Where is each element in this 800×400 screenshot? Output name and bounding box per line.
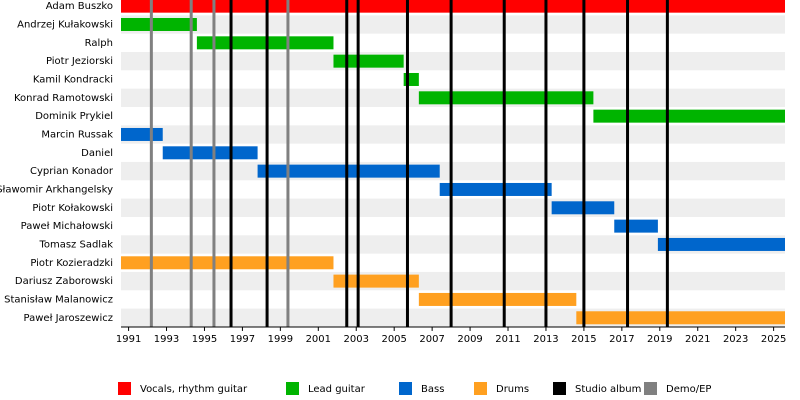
x-tick-label: 1993 xyxy=(154,334,179,345)
member-name: Ralph xyxy=(85,38,113,49)
legend-swatch xyxy=(286,382,299,395)
x-tick-label: 2013 xyxy=(533,334,558,345)
x-tick-label: 1995 xyxy=(192,334,217,345)
member-name: Piotr Kozieradzki xyxy=(30,258,113,269)
member-bar xyxy=(593,109,785,123)
row-band xyxy=(121,51,785,71)
member-bar xyxy=(121,256,334,270)
member-bar xyxy=(257,164,440,178)
legend-swatch xyxy=(553,382,566,395)
x-tick-label: 2007 xyxy=(419,334,444,345)
legend-label: Bass xyxy=(421,384,444,395)
legend-label: Lead guitar xyxy=(308,384,366,395)
legend-swatch xyxy=(644,382,657,395)
member-bar xyxy=(418,91,594,105)
legend-swatch xyxy=(118,382,131,395)
x-tick-label: 2025 xyxy=(761,334,786,345)
member-name: Piotr Kołakowski xyxy=(32,203,113,214)
x-tick-label: 1999 xyxy=(268,334,293,345)
row-band xyxy=(121,125,785,144)
member-name: Dominik Prykiel xyxy=(35,111,113,122)
member-bar xyxy=(576,311,785,325)
member-name: Stanisław Malanowicz xyxy=(4,294,113,305)
legend-swatch xyxy=(399,382,412,395)
member-bar xyxy=(162,146,258,160)
member-bar xyxy=(196,36,334,50)
row-band xyxy=(121,161,785,181)
member-name: Cyprian Konador xyxy=(30,166,114,177)
member-name: Adam Buszko xyxy=(46,1,113,12)
member-bar xyxy=(121,17,197,31)
x-tick-label: 2017 xyxy=(609,334,634,345)
x-tick-label: 2021 xyxy=(685,334,710,345)
x-tick-label: 2003 xyxy=(344,334,369,345)
member-name: Paweł Jaroszewicz xyxy=(24,313,113,324)
member-bar xyxy=(614,219,658,233)
member-bar xyxy=(121,127,163,141)
member-name: Piotr Jeziorski xyxy=(46,56,113,67)
legend-label: Drums xyxy=(496,384,529,395)
x-tick-label: 2005 xyxy=(381,334,406,345)
x-tick-label: 1991 xyxy=(116,334,141,345)
legend-label: Studio album xyxy=(575,384,641,395)
x-tick-label: 2009 xyxy=(457,334,482,345)
member-name: Paweł Michałowski xyxy=(21,221,113,232)
row-band xyxy=(121,271,785,291)
member-bar xyxy=(121,0,785,13)
x-tick-label: 1997 xyxy=(230,334,255,345)
member-name: Konrad Ramotowski xyxy=(14,93,113,104)
x-tick-label: 2015 xyxy=(571,334,596,345)
member-bar xyxy=(439,182,552,196)
member-name: Sławomir Arkhangelsky xyxy=(0,184,113,195)
member-bar xyxy=(333,54,404,68)
member-bar xyxy=(403,72,419,86)
row-band xyxy=(121,15,785,34)
row-band xyxy=(121,198,785,217)
x-tick-label: 2023 xyxy=(723,334,748,345)
member-bar xyxy=(333,274,419,288)
member-name: Kamil Kondracki xyxy=(33,74,113,85)
legend-label: Vocals, rhythm guitar xyxy=(140,384,248,395)
x-tick-label: 2001 xyxy=(306,334,331,345)
x-tick-label: 2019 xyxy=(647,334,672,345)
member-bar xyxy=(657,237,785,251)
legend-swatch xyxy=(474,382,487,395)
member-bar xyxy=(418,292,577,306)
member-name: Dariusz Zaborowski xyxy=(15,276,113,287)
member-name: Andrzej Kułakowski xyxy=(17,19,113,30)
member-name: Daniel xyxy=(81,148,113,159)
x-tick-label: 2011 xyxy=(495,334,520,345)
member-name: Marcin Russak xyxy=(41,129,113,140)
member-name: Tomasz Sadlak xyxy=(38,239,113,250)
legend-label: Demo/EP xyxy=(666,384,711,395)
